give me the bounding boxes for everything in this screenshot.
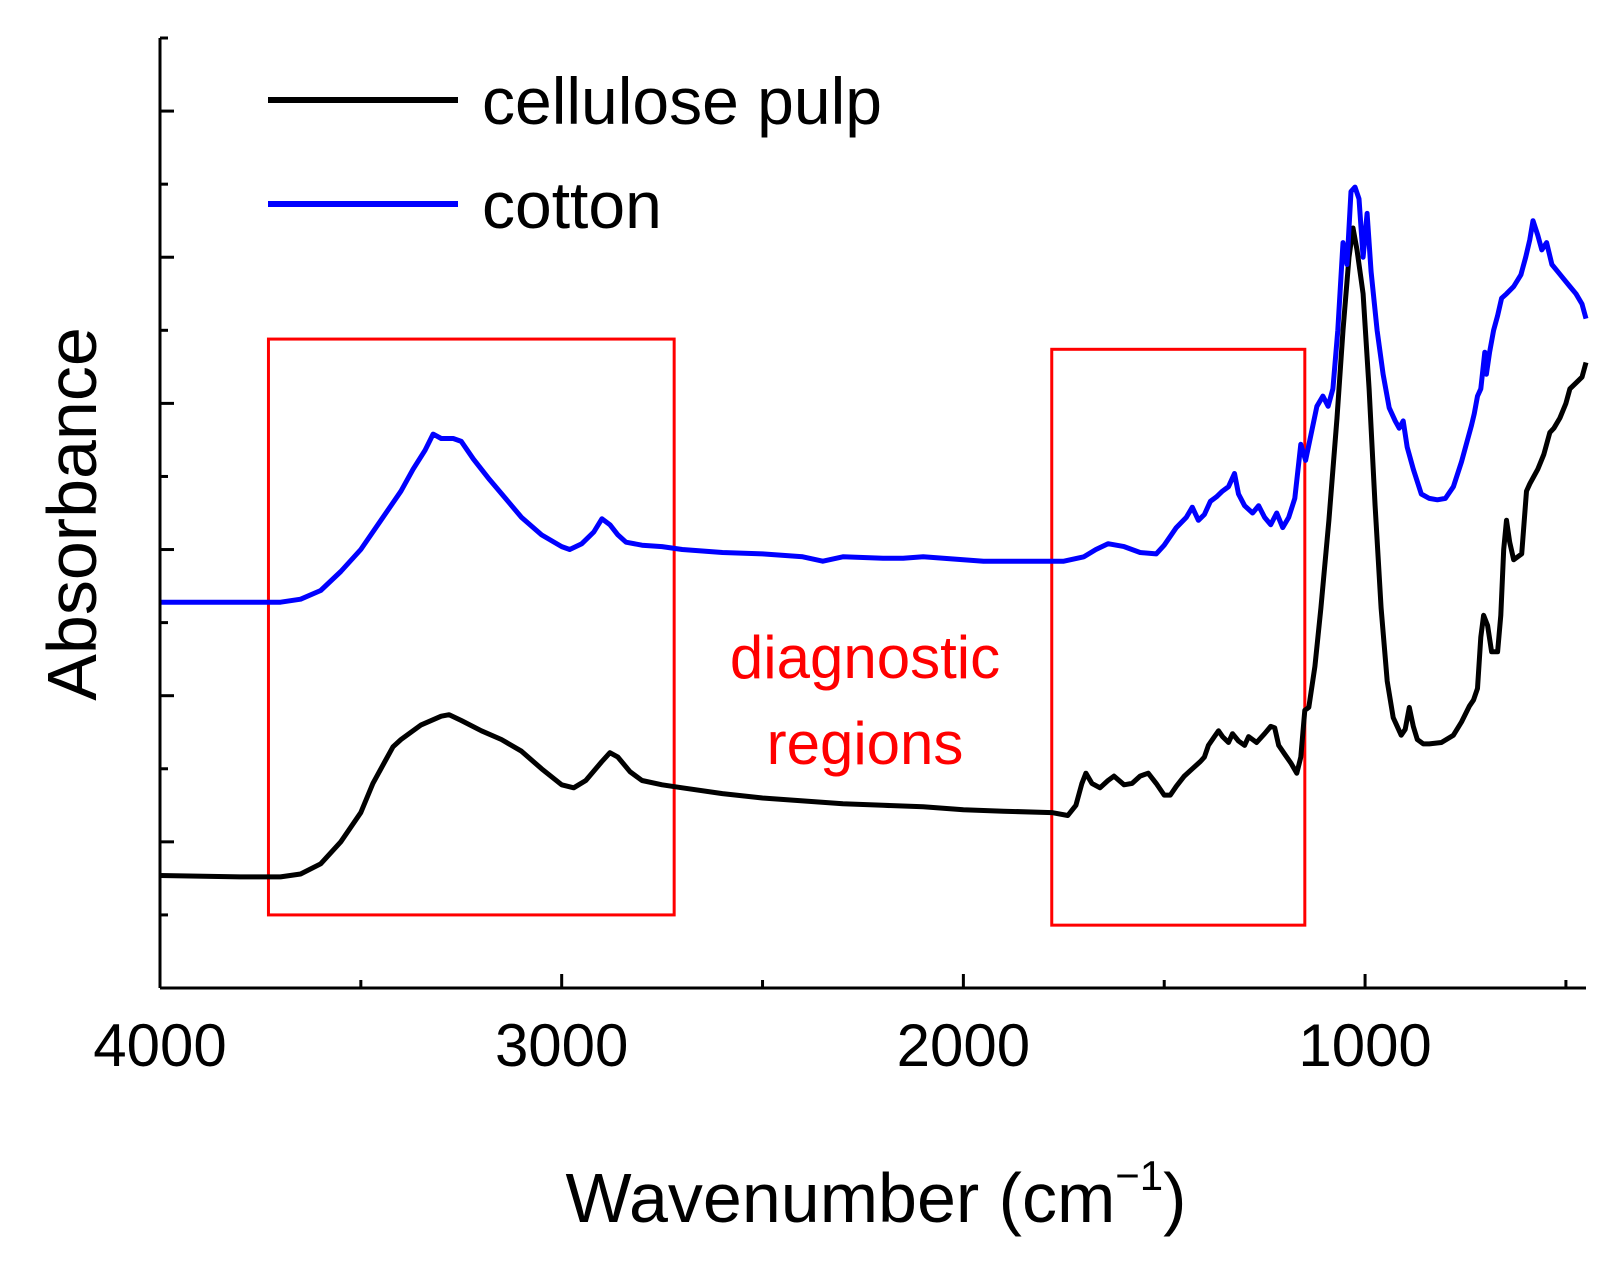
y-axis-title: Absorbance (33, 327, 111, 701)
annotation-line-1: diagnostic (730, 624, 1000, 691)
axes: 4000 3000 2000 1000 (93, 36, 1586, 1079)
x-tick-label: 3000 (495, 1012, 628, 1079)
annotation-line-2: regions (767, 710, 964, 777)
x-axis-title: Wavenumber (cm−1) (566, 1152, 1187, 1237)
legend-label-cellulose-pulp: cellulose pulp (482, 64, 882, 138)
x-tick-label: 2000 (897, 1012, 1030, 1079)
x-tick-label: 1000 (1298, 1012, 1431, 1079)
x-axis-title-sup: −1 (1115, 1152, 1163, 1199)
series-line-cotton (160, 184, 1589, 605)
legend: cellulose pulp cotton (268, 64, 882, 242)
x-axis-title-main: Wavenumber (cm (566, 1159, 1116, 1237)
diagnostic-boxes (266, 337, 1307, 927)
series-line-cellulose-pulp (159, 225, 1589, 880)
series-layer (159, 184, 1589, 880)
x-tick-label: 4000 (93, 1012, 226, 1079)
legend-label-cotton: cotton (482, 168, 662, 242)
x-axis-title-close: ) (1163, 1159, 1186, 1237)
diagnostic-box-1 (266, 337, 676, 917)
diagnostic-box-2 (1050, 347, 1307, 927)
